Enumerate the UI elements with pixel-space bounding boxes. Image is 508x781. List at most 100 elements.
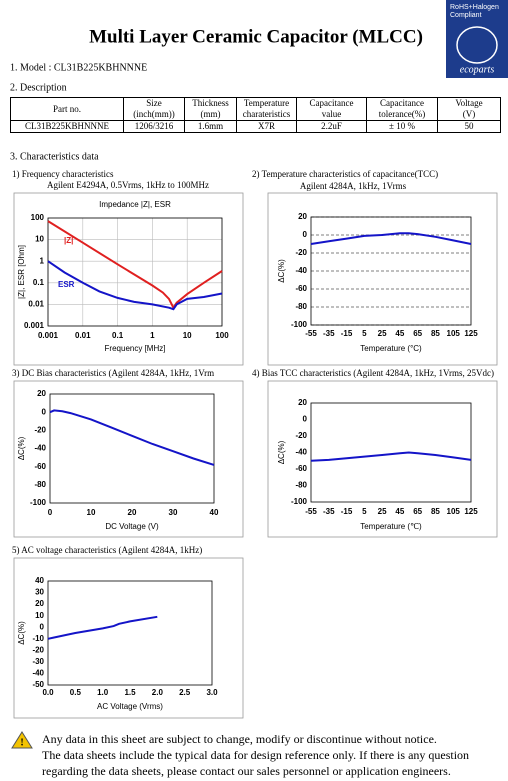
y-tick-label: 0.01 — [28, 300, 44, 309]
x-axis-label: Temperature (°C) — [360, 344, 422, 353]
y-tick-label: 20 — [37, 389, 46, 398]
chart-subtitle: Agilent E4294A, 0.5Vrms, 1kHz to 100MHz — [47, 180, 209, 190]
y-tick-label: -60 — [295, 284, 307, 293]
y-tick-label: -80 — [295, 481, 307, 490]
x-tick-label: -15 — [341, 507, 353, 516]
cell: 1.6mm — [184, 120, 237, 133]
x-tick-label: 3.0 — [206, 688, 218, 697]
y-tick-label: -20 — [34, 425, 46, 434]
y-tick-label: 10 — [35, 611, 44, 620]
series-label: |Z| — [64, 236, 73, 245]
y-tick-label: 0 — [42, 407, 47, 416]
chart-title: 2) Temperature characteristics of capaci… — [252, 169, 438, 179]
chart-title: 3) DC Bias characteristics (Agilent 4284… — [12, 368, 214, 378]
chart-subtitle: Agilent 4284A, 1kHz, 1Vrms — [300, 181, 407, 191]
y-tick-label: -100 — [291, 320, 308, 329]
y-tick-label: -80 — [34, 480, 46, 489]
y-tick-label: 10 — [35, 235, 44, 244]
y-tick-label: -10 — [32, 634, 44, 643]
plot-border — [310, 216, 472, 326]
x-tick-label: 10 — [183, 331, 192, 340]
x-tick-label: 85 — [431, 329, 440, 338]
heading: 3. Characteristics data — [10, 151, 99, 162]
x-tick-label: 2.5 — [179, 688, 191, 697]
x-tick-label: 0.0 — [42, 688, 54, 697]
x-axis-label: Temperature (℃) — [360, 522, 422, 531]
y-tick-label: -60 — [295, 464, 307, 473]
chart-title: 1) Frequency characteristics — [12, 169, 114, 179]
x-tick-label: 20 — [128, 508, 137, 517]
data-row: CL31B225KBHNNNE 1206/3216 1.6mm X7R 2.2u… — [10, 120, 501, 133]
cell: CL31B225KBHNNNE — [10, 120, 124, 133]
x-tick-label: 5 — [362, 329, 367, 338]
cell: 2.2uF — [296, 120, 367, 133]
y-tick-label: -40 — [34, 444, 46, 453]
cell: X7R — [236, 120, 297, 133]
y-tick-label: 0.001 — [24, 321, 45, 330]
x-tick-label: 0.001 — [38, 331, 59, 340]
x-tick-label: 105 — [447, 507, 461, 516]
x-tick-label: 0.1 — [112, 331, 124, 340]
x-tick-label: 5 — [362, 507, 367, 516]
x-tick-label: 65 — [413, 329, 422, 338]
y-tick-label: 20 — [298, 212, 307, 221]
y-tick-label: 20 — [35, 599, 44, 608]
header-cell: Thickness (mm) — [184, 97, 237, 121]
x-tick-label: 1.5 — [124, 688, 136, 697]
x-tick-label: 2.0 — [152, 688, 164, 697]
x-tick-label: 25 — [378, 329, 387, 338]
heading: 2. Description — [10, 82, 67, 93]
model: 1. Model : CL31B225KBHNNNE — [10, 62, 147, 73]
y-tick-label: -80 — [295, 302, 307, 311]
plot-border — [47, 217, 223, 327]
y-tick-label: -30 — [32, 657, 44, 666]
x-tick-label: 45 — [395, 329, 404, 338]
header-cell: Part no. — [10, 97, 124, 121]
x-tick-label: 1.0 — [97, 688, 109, 697]
x-tick-label: 85 — [431, 507, 440, 516]
y-tick-label: 100 — [31, 213, 45, 222]
x-tick-label: 0.01 — [75, 331, 91, 340]
header-cell: Temperature charateristics — [236, 97, 297, 121]
logo-badge: Compliant — [450, 12, 482, 19]
plot-border — [310, 402, 472, 503]
y-axis-label: |Z|, ESR [Ohm] — [17, 245, 26, 299]
footer-line: The data sheets include the typical data… — [42, 748, 469, 762]
series-line — [310, 451, 472, 462]
plot-title: Impedance |Z|, ESR — [99, 200, 171, 209]
header-cell: Capacitance value — [296, 97, 367, 121]
logo-leaf — [456, 26, 498, 64]
chart-frame — [13, 380, 244, 538]
y-axis-label: ΔC(%) — [17, 621, 26, 645]
y-tick-label: -100 — [291, 497, 308, 506]
y-axis-label: ΔC(%) — [17, 436, 26, 460]
y-tick-label: 40 — [35, 576, 44, 585]
x-tick-label: 125 — [464, 329, 478, 338]
series-line — [47, 220, 223, 310]
series-line — [47, 260, 223, 311]
cell: 1206/3216 — [123, 120, 185, 133]
svg-text:!: ! — [20, 737, 23, 748]
footer-line: Any data in this sheet are subject to ch… — [42, 732, 437, 746]
header-cell: Capacitance tolerance(%) — [366, 97, 438, 121]
x-axis-label: DC Voltage (V) — [105, 522, 159, 531]
x-tick-label: 0 — [48, 508, 53, 517]
x-axis-label: AC Voltage (Vrms) — [97, 702, 163, 711]
y-tick-label: 30 — [35, 588, 44, 597]
y-tick-label: -20 — [32, 645, 44, 654]
chart-frame — [13, 557, 244, 719]
y-tick-label: -20 — [295, 431, 307, 440]
x-tick-label: 25 — [378, 507, 387, 516]
x-tick-label: 40 — [210, 508, 219, 517]
series-label: ESR — [58, 280, 75, 289]
x-tick-label: 30 — [169, 508, 178, 517]
x-tick-label: 125 — [464, 507, 478, 516]
plot-border — [49, 393, 215, 504]
header-cell: Voltage (V) — [437, 97, 501, 121]
y-axis-label: ΔC(%) — [277, 259, 286, 283]
y-tick-label: -50 — [32, 680, 44, 689]
cell: 50 — [437, 120, 501, 133]
y-tick-label: -100 — [30, 498, 47, 507]
y-tick-label: 0 — [40, 622, 45, 631]
